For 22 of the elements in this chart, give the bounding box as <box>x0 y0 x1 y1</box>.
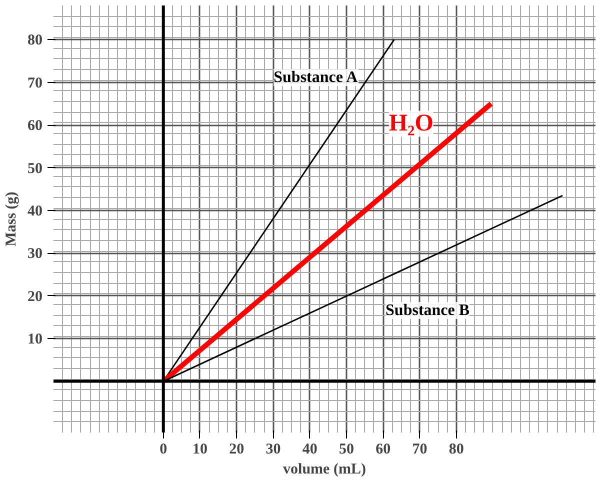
x-tick-label: 60 <box>376 442 391 458</box>
x-tick-label: 80 <box>448 442 464 458</box>
y-tick-label: 20 <box>28 288 42 305</box>
x-axis-title: volume (mL) <box>283 462 366 478</box>
series-label: H₂O <box>388 110 434 137</box>
y-tick-label: 10 <box>28 332 42 348</box>
y-tick-label: 70 <box>28 75 42 92</box>
y-tick-label: 80 <box>28 32 42 49</box>
series-label: Substance A <box>274 69 358 86</box>
x-tick-label: 10 <box>192 442 208 458</box>
x-tick-label: 40 <box>302 442 318 458</box>
y-tick-label: 50 <box>28 160 42 177</box>
x-tick-label: 50 <box>338 442 354 458</box>
x-tick-label: 70 <box>412 442 428 458</box>
x-tick-label: 20 <box>229 442 244 458</box>
y-tick-label: 30 <box>28 246 42 262</box>
y-axis-title: Mass (g) <box>4 192 20 246</box>
y-tick-label: 40 <box>28 203 42 220</box>
y-tick-label: 60 <box>28 118 42 134</box>
series-label: Substance B <box>386 302 470 320</box>
x-tick-label: 30 <box>266 442 281 458</box>
x-tick-label: 0 <box>160 442 168 458</box>
